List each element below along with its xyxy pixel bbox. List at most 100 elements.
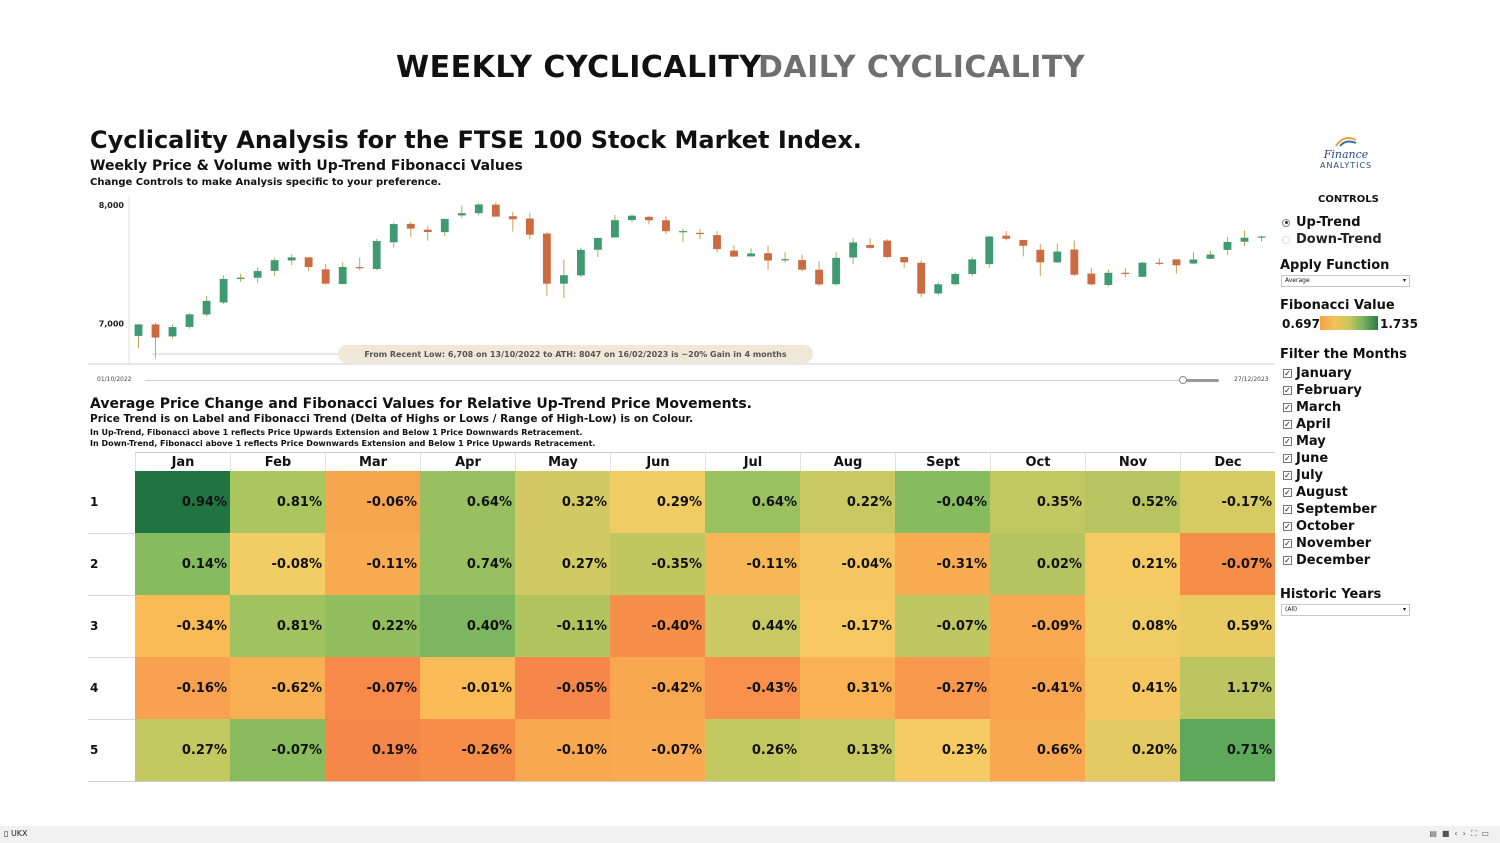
candle[interactable] [713, 231, 721, 253]
candle[interactable] [355, 257, 364, 271]
checkbox-checked-icon[interactable]: ✓ [1283, 556, 1292, 565]
candle[interactable] [491, 202, 500, 217]
heatmap-cell[interactable]: -0.43% [705, 657, 800, 719]
candle[interactable] [968, 257, 977, 276]
heatmap-cell[interactable]: -0.62% [230, 657, 325, 719]
heatmap-cell[interactable]: 0.21% [1085, 533, 1180, 595]
heatmap-cell[interactable]: -0.06% [325, 471, 420, 533]
heatmap-cell[interactable]: 0.27% [135, 719, 230, 781]
heatmap-cell[interactable]: 1.17% [1180, 657, 1275, 719]
candle[interactable] [1172, 259, 1181, 274]
checkbox-checked-icon[interactable]: ✓ [1283, 488, 1292, 497]
candle[interactable] [270, 258, 279, 276]
candle[interactable] [321, 263, 330, 285]
heatmap-cell[interactable]: 0.94% [135, 471, 230, 533]
heatmap-cell[interactable]: 0.32% [515, 471, 610, 533]
candle[interactable] [662, 216, 670, 235]
candle[interactable] [372, 238, 381, 271]
heatmap-cell[interactable]: -0.11% [705, 533, 800, 595]
candle[interactable] [1223, 236, 1232, 255]
radio-up-trend[interactable]: Up-Trend [1282, 215, 1361, 230]
candle[interactable] [917, 260, 926, 298]
heatmap-cell[interactable]: -0.07% [895, 595, 990, 657]
candle[interactable] [679, 228, 687, 243]
candlestick-chart[interactable]: 8,000 7,000 From Recent Low: 6,708 on 13/1… [88, 196, 1275, 366]
heatmap-cell[interactable]: -0.41% [990, 657, 1085, 719]
checkbox-checked-icon[interactable]: ✓ [1283, 454, 1292, 463]
candle[interactable] [1053, 243, 1062, 264]
heatmap-cell[interactable]: 0.40% [420, 595, 515, 657]
heatmap-cell[interactable]: 0.44% [705, 595, 800, 657]
candle[interactable] [747, 248, 755, 257]
candle[interactable] [798, 254, 807, 272]
month-filter-item[interactable]: ✓ August [1283, 485, 1348, 500]
candle[interactable] [1070, 240, 1079, 276]
candle[interactable] [134, 323, 143, 349]
candle[interactable] [406, 221, 415, 237]
heatmap-cell[interactable]: -0.07% [610, 719, 705, 781]
candle[interactable] [253, 267, 262, 283]
heatmap-cell[interactable]: -0.27% [895, 657, 990, 719]
candle[interactable] [1257, 235, 1266, 242]
candle[interactable] [1087, 267, 1096, 286]
heatmap-cell[interactable]: 0.19% [325, 719, 420, 781]
heatmap-cell[interactable]: 0.41% [1085, 657, 1180, 719]
heatmap-cell[interactable]: 0.26% [705, 719, 800, 781]
heatmap-cell[interactable]: -0.10% [515, 719, 610, 781]
date-range-slider[interactable] [145, 380, 1219, 381]
candle[interactable] [168, 324, 177, 339]
month-filter-item[interactable]: ✓ October [1283, 519, 1354, 534]
candle[interactable] [951, 272, 960, 286]
checkbox-checked-icon[interactable]: ✓ [1283, 522, 1292, 531]
heatmap-cell[interactable]: -0.26% [420, 719, 515, 781]
heatmap-cell[interactable]: 0.29% [610, 471, 705, 533]
candle[interactable] [542, 232, 551, 296]
checkbox-checked-icon[interactable]: ✓ [1283, 437, 1292, 446]
candle[interactable] [151, 322, 160, 359]
heatmap-cell[interactable]: -0.07% [230, 719, 325, 781]
candle[interactable] [593, 237, 602, 258]
heatmap-cell[interactable]: 0.31% [800, 657, 895, 719]
heatmap-cell[interactable]: -0.11% [515, 595, 610, 657]
candle[interactable] [985, 235, 994, 268]
sheet-tab-ukx[interactable]: ▯ UKX [4, 829, 28, 838]
heatmap-cell[interactable]: -0.42% [610, 657, 705, 719]
heatmap-cell[interactable]: 0.64% [420, 471, 515, 533]
heatmap-cell[interactable]: 0.23% [895, 719, 990, 781]
heatmap-cell[interactable]: 0.81% [230, 595, 325, 657]
candle[interactable] [185, 313, 194, 329]
heatmap-cell[interactable]: 0.81% [230, 471, 325, 533]
candle[interactable] [559, 259, 568, 299]
month-filter-item[interactable]: ✓ January [1283, 366, 1352, 381]
heatmap-cell[interactable]: 0.08% [1085, 595, 1180, 657]
candle[interactable] [1036, 244, 1045, 276]
month-filter-item[interactable]: ✓ September [1283, 502, 1377, 517]
heatmap-cell[interactable]: 0.74% [420, 533, 515, 595]
candle[interactable] [611, 215, 619, 238]
candle[interactable] [1240, 230, 1249, 247]
checkbox-checked-icon[interactable]: ✓ [1283, 386, 1292, 395]
candle[interactable] [236, 273, 245, 282]
candle[interactable] [1121, 267, 1130, 278]
heatmap-cell[interactable]: 0.71% [1180, 719, 1275, 781]
footer-toolbar-icons[interactable]: ▤■‹›⛶▭ [1429, 829, 1494, 838]
heatmap-cell[interactable]: 0.13% [800, 719, 895, 781]
heatmap-cell[interactable]: 0.20% [1085, 719, 1180, 781]
month-filter-item[interactable]: ✓ March [1283, 400, 1341, 415]
candle[interactable] [1138, 261, 1147, 278]
heatmap-cell[interactable]: -0.40% [610, 595, 705, 657]
radio-down-trend[interactable]: Down-Trend [1282, 232, 1382, 247]
candle[interactable] [883, 239, 892, 258]
candle[interactable] [1155, 258, 1164, 266]
month-filter-item[interactable]: ✓ November [1283, 536, 1371, 551]
apply-function-select[interactable]: Average ▾ [1281, 275, 1410, 287]
heatmap-cell[interactable]: 0.27% [515, 533, 610, 595]
heatmap-cell[interactable]: 0.59% [1180, 595, 1275, 657]
candle[interactable] [815, 261, 824, 287]
candle[interactable] [338, 262, 347, 285]
heatmap-cell[interactable]: -0.09% [990, 595, 1085, 657]
heatmap-cell[interactable]: 0.64% [705, 471, 800, 533]
heatmap-cell[interactable]: -0.31% [895, 533, 990, 595]
candle[interactable] [832, 252, 841, 286]
month-filter-item[interactable]: ✓ February [1283, 383, 1362, 398]
